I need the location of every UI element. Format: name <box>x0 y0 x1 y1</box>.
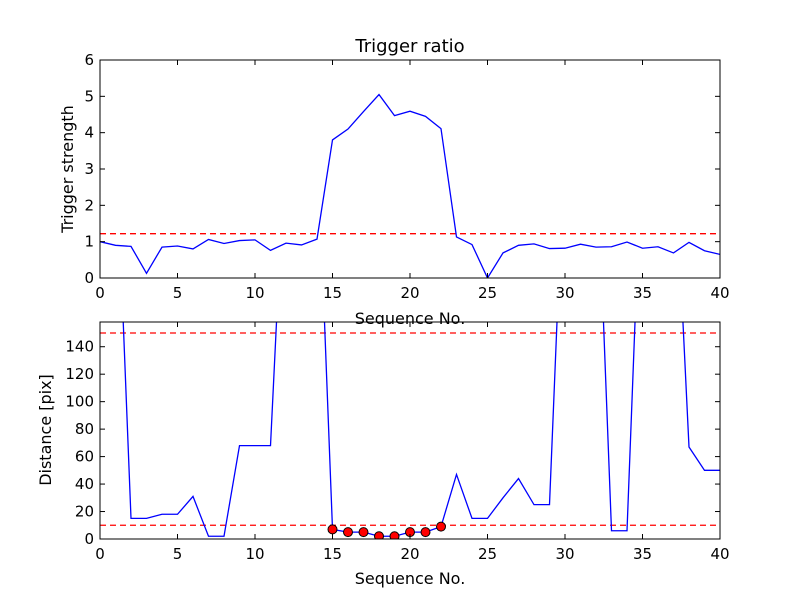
x-axis-label: Sequence No. <box>355 569 466 588</box>
series-line <box>100 93 720 278</box>
highlight-point <box>436 521 446 532</box>
y-tick-label: 1 <box>84 233 94 251</box>
x-tick-label: 35 <box>633 284 652 302</box>
x-tick-label: 15 <box>323 545 342 563</box>
x-tick-label: 40 <box>710 545 729 563</box>
y-tick-label: 120 <box>65 365 94 383</box>
x-tick-label: 25 <box>478 545 497 563</box>
plot-area <box>100 322 720 539</box>
x-tick-label: 0 <box>95 545 105 563</box>
x-axis-label: Sequence No. <box>355 309 466 328</box>
x-tick-label: 10 <box>245 284 264 302</box>
highlight-point <box>358 527 369 538</box>
y-tick-label: 4 <box>84 124 94 142</box>
y-tick-label: 5 <box>84 87 94 105</box>
x-tick-label: 20 <box>400 284 419 302</box>
y-tick-label: 0 <box>84 530 94 548</box>
y-tick-label: 80 <box>75 420 94 438</box>
trigger-ratio-chart: Trigger ratio 0 5 10 15 20 25 30 35 40 0 1 2 3 4 5 6 Se… <box>58 36 730 328</box>
chart-title: Trigger ratio <box>354 36 464 57</box>
highlight-point <box>327 524 338 535</box>
axis-ticks: 0 5 10 15 20 25 30 35 40 0 1 2 3 4 5 6 <box>84 51 729 302</box>
plot-area <box>100 93 720 278</box>
y-tick-label: 0 <box>84 269 94 287</box>
distance-chart: 0 5 10 15 20 25 30 35 40 0 20 40 60 80 100 120 140 Seque… <box>36 321 730 588</box>
x-tick-label: 15 <box>323 284 342 302</box>
y-tick-label: 6 <box>84 51 94 69</box>
x-tick-label: 40 <box>710 284 729 302</box>
x-tick-label: 5 <box>173 284 183 302</box>
y-tick-label: 60 <box>75 448 94 466</box>
y-tick-label: 20 <box>75 503 94 521</box>
highlight-point <box>389 531 400 539</box>
y-axis-label: Trigger strength <box>58 105 77 234</box>
y-tick-label: 40 <box>75 475 94 493</box>
x-tick-label: 20 <box>400 545 419 563</box>
x-tick-label: 25 <box>478 284 497 302</box>
y-tick-label: 3 <box>84 160 94 178</box>
highlight-point <box>420 527 431 538</box>
axis-ticks: 0 5 10 15 20 25 30 35 40 0 20 40 60 80 100 120 140 <box>65 322 730 563</box>
highlight-point <box>343 527 353 538</box>
x-tick-label: 0 <box>95 284 105 302</box>
x-tick-label: 30 <box>555 284 574 302</box>
y-axis-label: Distance [pix] <box>36 374 55 486</box>
x-tick-label: 10 <box>245 545 264 563</box>
x-tick-label: 35 <box>633 545 652 563</box>
y-tick-label: 2 <box>84 196 94 214</box>
x-tick-label: 30 <box>555 545 574 563</box>
y-tick-label: 140 <box>65 338 94 356</box>
y-tick-label: 100 <box>65 393 94 411</box>
x-tick-label: 5 <box>173 545 183 563</box>
highlight-point <box>374 531 384 539</box>
